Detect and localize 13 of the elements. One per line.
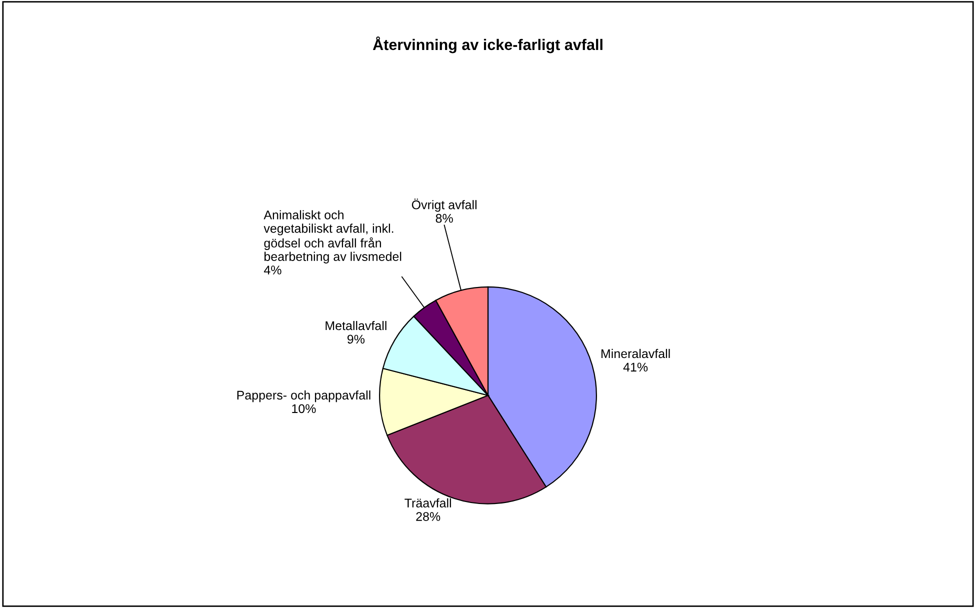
data-label: 9% (347, 334, 365, 344)
slice-label: Metallavfall (326, 320, 386, 330)
chart-title: Återvinning av icke-farligt avfall (372, 36, 602, 54)
data-label: 8% (436, 214, 453, 223)
slice-label: Pappers- och pappavfall (237, 390, 370, 402)
data-label: 28% (416, 512, 440, 521)
data-label: 4% (264, 266, 282, 274)
slice-label: Animaliskt och vegetabiliskt avfall, inkl. gödsel och avfall från bearbetning av livsmedel (264, 210, 402, 264)
slice-label: Övrigt avfall (412, 198, 476, 212)
data-label: 10% (292, 404, 316, 414)
data-label: 41% (623, 362, 648, 372)
slice-label: Mineralavfall (601, 348, 670, 358)
slice-label: Träavfall (404, 498, 451, 508)
